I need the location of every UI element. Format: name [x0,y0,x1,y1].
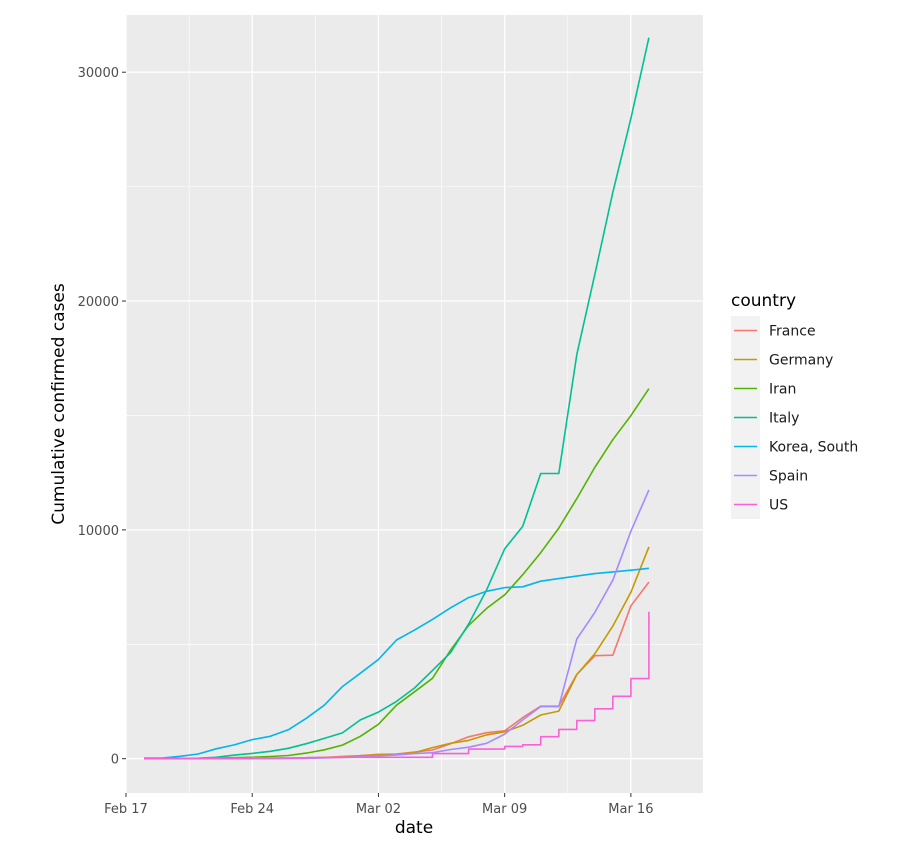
legend-label-korea-south: Korea, South [769,440,858,456]
y-axis: 0 10000 20000 30000 [78,66,126,768]
x-tick-label: Mar 09 [482,802,527,817]
panel-background [126,15,703,793]
x-tick-label: Mar 02 [356,802,401,817]
legend-title: country [731,291,796,311]
x-axis-title: date [395,818,433,838]
legend-label-italy: Italy [769,411,799,427]
series-lines [144,37,650,760]
y-tick-label: 0 [111,753,119,768]
y-tick-label: 20000 [78,295,119,310]
series-line-korea-south [144,567,649,759]
x-tick-label: Feb 24 [230,802,274,817]
legend-label-iran: Iran [769,382,796,398]
legend-label-germany: Germany [769,353,833,369]
y-axis-title: Cumulative confirmed cases [49,283,69,525]
y-tick-label: 30000 [78,66,119,81]
legend-label-spain: Spain [769,469,808,485]
grid-minor [126,15,703,793]
x-tick-label: Mar 16 [608,802,653,817]
legend: country France Germany Iran Italy Korea, Sou… [731,291,858,519]
grid-major [125,15,703,793]
series-line-us [144,611,650,760]
y-tick-label: 10000 [78,524,119,539]
legend-label-france: France [769,324,816,340]
x-axis: Feb 17 Feb 24 Mar 02 Mar 09 Mar 16 [104,793,653,817]
x-tick-label: Feb 17 [104,802,148,817]
legend-label-us: US [769,498,788,514]
series-line-italy [144,37,650,760]
